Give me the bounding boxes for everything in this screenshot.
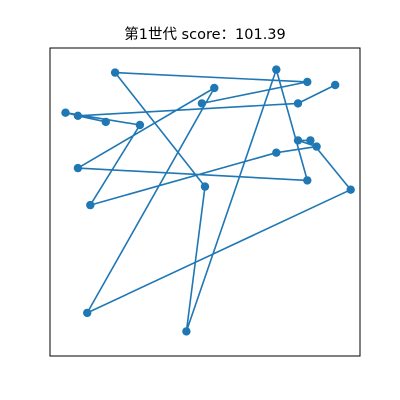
data-point-19	[73, 111, 83, 121]
data-point-2	[110, 68, 120, 77]
series-line-0	[64, 68, 352, 333]
data-point-14	[272, 148, 281, 157]
data-point-4	[182, 327, 191, 336]
data-point-13	[312, 142, 321, 151]
data-point-7	[73, 163, 83, 173]
data-point-21	[331, 80, 340, 90]
data-point-11	[306, 136, 315, 145]
data-point-1	[303, 77, 312, 87]
data-point-20	[293, 99, 303, 108]
data-point-8	[210, 83, 219, 93]
data-point-17	[61, 108, 70, 117]
data-point-0	[197, 99, 207, 108]
plot-area-frame	[49, 47, 361, 357]
data-point-16	[135, 120, 145, 130]
series-layer	[61, 65, 355, 336]
chart-title: 第1世代 score：101.39	[124, 25, 286, 43]
data-point-18	[101, 117, 111, 127]
data-point-9	[83, 308, 92, 318]
data-point-12	[293, 136, 303, 145]
data-point-10	[346, 185, 355, 194]
data-point-6	[303, 176, 312, 185]
data-point-5	[272, 65, 281, 74]
data-point-15	[86, 200, 95, 210]
data-point-3	[200, 182, 210, 191]
